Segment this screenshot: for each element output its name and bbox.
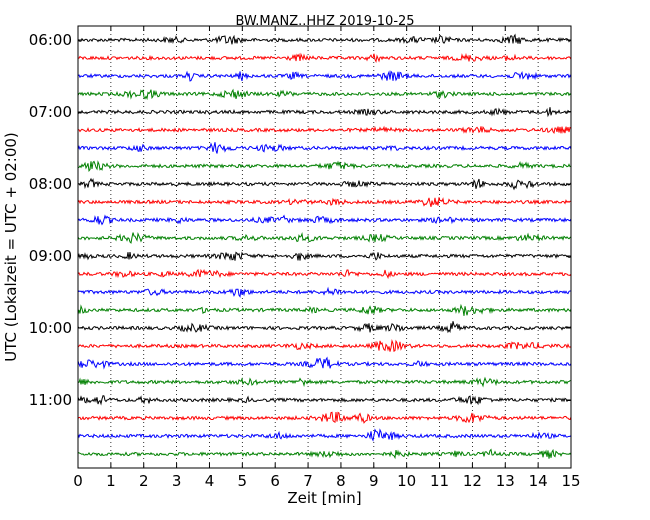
seismic-trace-1100 [77, 395, 572, 406]
plot-frame [77, 25, 572, 469]
seismic-trace-0900 [77, 251, 572, 261]
seismic-trace-0915 [77, 268, 572, 280]
x-tick-label: 4 [205, 472, 215, 490]
seismic-trace-1015 [77, 339, 572, 353]
x-tick-label: 0 [73, 472, 83, 490]
y-tick-label: 10:00 [29, 319, 72, 337]
y-axis-ticks: 06:00 07:00 08:00 09:00 10:00 11:00 [29, 31, 571, 409]
x-tick-label: 15 [561, 472, 580, 490]
x-tick-label: 3 [172, 472, 182, 490]
y-axis-label: UTC (Lokalzeit = UTC + 02:00) [2, 132, 20, 362]
x-tick-label: 8 [336, 472, 346, 490]
chart-title: BW.MANZ..HHZ 2019-10-25 [235, 14, 414, 29]
seismic-trace-0745 [77, 160, 572, 172]
y-tick-label: 06:00 [29, 31, 72, 49]
seismic-trace-0715 [77, 125, 572, 134]
x-tick-label: 10 [397, 472, 416, 490]
seismic-trace-0930 [77, 286, 572, 298]
x-tick-label: 1 [106, 472, 116, 490]
x-tick-label: 12 [463, 472, 482, 490]
seismic-trace-0800 [77, 177, 572, 191]
grid-layer [110, 26, 539, 468]
seismic-trace-1030 [77, 356, 572, 370]
seismic-trace-0730 [77, 142, 572, 154]
y-tick-label: 11:00 [29, 391, 72, 409]
seismic-trace-1115 [77, 411, 572, 424]
seismic-trace-0830 [77, 214, 572, 226]
x-axis-ticks: 0 1 2 3 4 5 6 7 8 9 10 11 12 13 14 15 [73, 26, 581, 490]
seismic-trace-1145 [77, 448, 572, 460]
x-axis-label: Zeit [min] [287, 489, 361, 507]
x-tick-label: 11 [430, 472, 449, 490]
seismic-trace-0945 [77, 303, 572, 316]
x-tick-label: 2 [139, 472, 149, 490]
y-tick-label: 09:00 [29, 247, 72, 265]
seismic-trace-1000 [77, 321, 572, 334]
trace-layer [77, 33, 572, 460]
x-tick-label: 5 [238, 472, 248, 490]
x-tick-label: 7 [303, 472, 313, 490]
seismic-trace-0615 [77, 52, 572, 63]
x-tick-label: 6 [270, 472, 280, 490]
y-tick-label: 08:00 [29, 175, 72, 193]
x-tick-label: 14 [529, 472, 548, 490]
seismic-trace-0845 [77, 232, 572, 244]
seismic-trace-0645 [77, 88, 572, 101]
x-tick-label: 13 [496, 472, 515, 490]
seismic-trace-0700 [77, 107, 572, 118]
seismic-trace-1130 [77, 428, 572, 442]
x-tick-label: 9 [369, 472, 379, 490]
seismic-trace-0600 [77, 33, 572, 45]
seismic-trace-0815 [77, 197, 572, 207]
seismic-trace-0630 [77, 70, 572, 82]
seismic-trace-1045 [77, 376, 572, 388]
y-tick-label: 07:00 [29, 103, 72, 121]
